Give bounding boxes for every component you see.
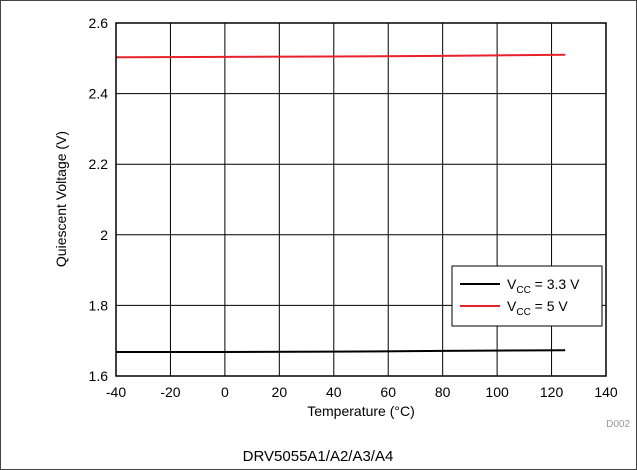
x-tick-label: 100 (485, 384, 509, 400)
x-tick-label: 120 (540, 384, 564, 400)
y-tick-label: 1.8 (89, 297, 109, 313)
x-tick-label: 60 (380, 384, 396, 400)
series-line-1 (115, 53, 566, 59)
y-tick-label: 2 (100, 227, 108, 243)
x-tick-label: 20 (272, 384, 288, 400)
y-axis-label: Quiescent Voltage (V) (53, 131, 69, 267)
figure-code: D002 (606, 419, 630, 430)
y-tick-label: 1.6 (89, 368, 109, 384)
x-tick-label: 0 (221, 384, 229, 400)
x-tick-label: -20 (160, 384, 180, 400)
y-tick-label: 2.4 (89, 86, 109, 102)
x-tick-label: 140 (594, 384, 618, 400)
footer-caption: DRV5055A1/A2/A3/A4 (243, 448, 394, 465)
legend-box (451, 265, 603, 327)
y-tick-label: 2.2 (89, 156, 109, 172)
x-tick-label: 80 (435, 384, 451, 400)
x-tick-label: -40 (106, 384, 126, 400)
plot-area-border (115, 22, 607, 377)
legend-label-0: VCC = 3.3 V (507, 276, 580, 296)
x-tick-labels: -40 -20 0 20 40 60 80 100 120 140 (106, 384, 618, 400)
x-axis-label: Temperature (°C) (307, 403, 415, 419)
series-lines (115, 53, 566, 353)
x-tick-label: 40 (326, 384, 342, 400)
y-tick-labels: 1.6 1.8 2 2.2 2.4 2.6 (89, 15, 109, 384)
series-line-0 (116, 349, 566, 353)
y-tick-label: 2.6 (89, 15, 109, 31)
legend-label-1: VCC = 5 V (507, 298, 568, 318)
